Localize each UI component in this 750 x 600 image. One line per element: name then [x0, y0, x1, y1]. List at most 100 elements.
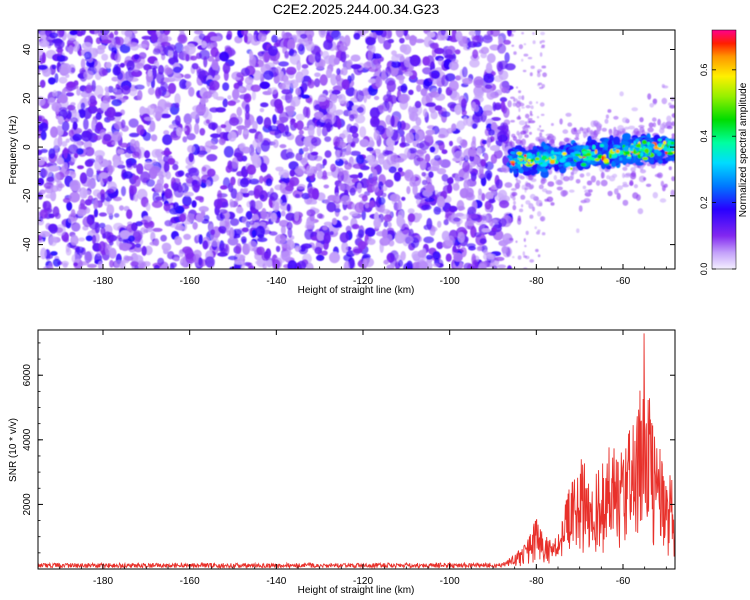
spectrogram-cell: [241, 30, 249, 36]
spectrogram-cell: [566, 154, 572, 158]
spectrogram-cell: [184, 73, 191, 79]
spectrogram-cell: [381, 69, 387, 82]
spectrogram-cell: [226, 230, 231, 236]
spectrogram-cell: [112, 66, 121, 76]
spectrogram-cell: [521, 184, 526, 190]
spectrogram-cell: [361, 194, 368, 202]
spectrogram-cell: [460, 98, 467, 109]
spectrogram-cell: [295, 113, 305, 121]
spectrogram-cell: [215, 96, 225, 101]
spectrogram-y-tick-label: 20: [22, 92, 33, 104]
snr-x-tick-label: -60: [616, 576, 631, 587]
spectrogram-cell: [184, 125, 191, 136]
spectrogram-cell: [513, 98, 518, 102]
spectrogram-cell: [512, 102, 517, 107]
spectrogram-cell: [220, 124, 227, 129]
spectrogram-cell: [69, 179, 81, 192]
spectrogram-cell: [213, 198, 223, 209]
spectrogram-cell: [275, 66, 282, 75]
spectrogram-cell: [281, 30, 286, 39]
spectrogram-cell: [267, 45, 278, 57]
spectrogram-cell: [59, 107, 68, 112]
spectrogram-cell: [612, 173, 618, 178]
spectrogram-cell: [152, 48, 161, 55]
spectrogram-cell: [285, 185, 294, 192]
spectrogram-cell: [62, 197, 71, 203]
spectrogram-cell: [104, 86, 109, 92]
spectrogram-cell: [539, 52, 543, 57]
spectrogram-cell: [488, 198, 496, 204]
spectrogram-cell: [415, 38, 425, 44]
spectrogram-cell: [344, 189, 349, 196]
spectrogram-cell: [202, 91, 212, 99]
spectrogram-cell: [101, 39, 112, 44]
spectrogram-cell: [504, 182, 513, 188]
spectrogram-cell: [65, 92, 75, 97]
spectrogram-cell: [537, 82, 543, 86]
spectrogram-cell: [132, 162, 138, 169]
spectrogram-cell: [523, 53, 529, 57]
spectrogram-cell: [647, 93, 652, 100]
spectrogram-cell: [211, 123, 216, 131]
spectrogram-cell: [72, 121, 78, 131]
spectrogram-cell: [108, 240, 114, 246]
spectrogram-cell: [480, 176, 487, 187]
spectrogram-cell: [57, 183, 65, 189]
spectrogram-x-tick-label: -80: [529, 276, 544, 287]
spectrogram-cell: [388, 239, 395, 247]
spectrogram-cell: [94, 159, 103, 171]
spectrogram-cell: [186, 133, 196, 141]
spectrogram-cell: [195, 196, 204, 201]
spectrogram-cell: [466, 243, 476, 248]
spectrogram-cell: [437, 87, 442, 95]
spectrogram-cell: [644, 148, 650, 154]
spectrogram-cell: [614, 188, 619, 195]
spectrogram-cell: [186, 213, 195, 223]
spectrogram-cell: [205, 119, 210, 124]
spectrogram-cell: [537, 146, 545, 151]
spectrogram-cell: [226, 30, 233, 39]
spectrogram-cell: [540, 169, 549, 179]
spectrogram-cell: [586, 172, 591, 177]
spectrogram-cell: [438, 134, 446, 139]
spectrogram-cell: [537, 211, 542, 217]
spectrogram-cell: [541, 155, 547, 161]
spectrogram-cell: [108, 33, 114, 39]
spectrogram-cell: [452, 245, 457, 253]
spectrogram-cell: [136, 124, 145, 136]
spectrogram-cell: [424, 197, 435, 202]
spectrogram-cell: [163, 183, 169, 189]
spectrogram-cell: [384, 30, 392, 39]
spectrogram-cell: [317, 96, 327, 102]
spectrogram-cell: [623, 146, 629, 152]
spectrogram-cell: [670, 141, 675, 145]
spectrogram-cell: [369, 107, 381, 119]
spectrogram-cell: [383, 214, 393, 223]
spectrogram-cell: [511, 188, 517, 191]
spectrogram-cell: [575, 132, 580, 139]
spectrogram-cell: [93, 135, 102, 141]
spectrogram-cell: [207, 168, 216, 177]
snr-y-tick-label: 4000: [22, 428, 33, 451]
spectrogram-cell: [649, 143, 655, 148]
spectrogram-cell: [490, 185, 496, 194]
spectrogram-cell: [282, 131, 292, 137]
spectrogram-cell: [122, 171, 133, 179]
spectrogram-cell: [480, 159, 487, 167]
spectrogram-cell: [265, 178, 273, 187]
spectrogram-cell: [313, 111, 324, 120]
spectrogram-cell: [107, 85, 114, 93]
spectrogram-cell: [516, 179, 521, 185]
spectrogram-cell: [173, 73, 182, 82]
spectrogram-x-tick-label: -140: [266, 276, 286, 287]
spectrogram-cell: [167, 44, 177, 51]
spectrogram-cell: [437, 109, 444, 115]
spectrogram-cell: [242, 146, 251, 154]
spectrogram-cell: [238, 94, 250, 100]
spectrogram-cell: [183, 191, 194, 197]
spectrogram-cell: [338, 167, 344, 176]
spectrogram-cell: [373, 95, 380, 101]
spectrogram-cell: [480, 46, 490, 55]
spectrogram-cell: [489, 145, 500, 152]
spectrogram-cell: [488, 129, 495, 136]
